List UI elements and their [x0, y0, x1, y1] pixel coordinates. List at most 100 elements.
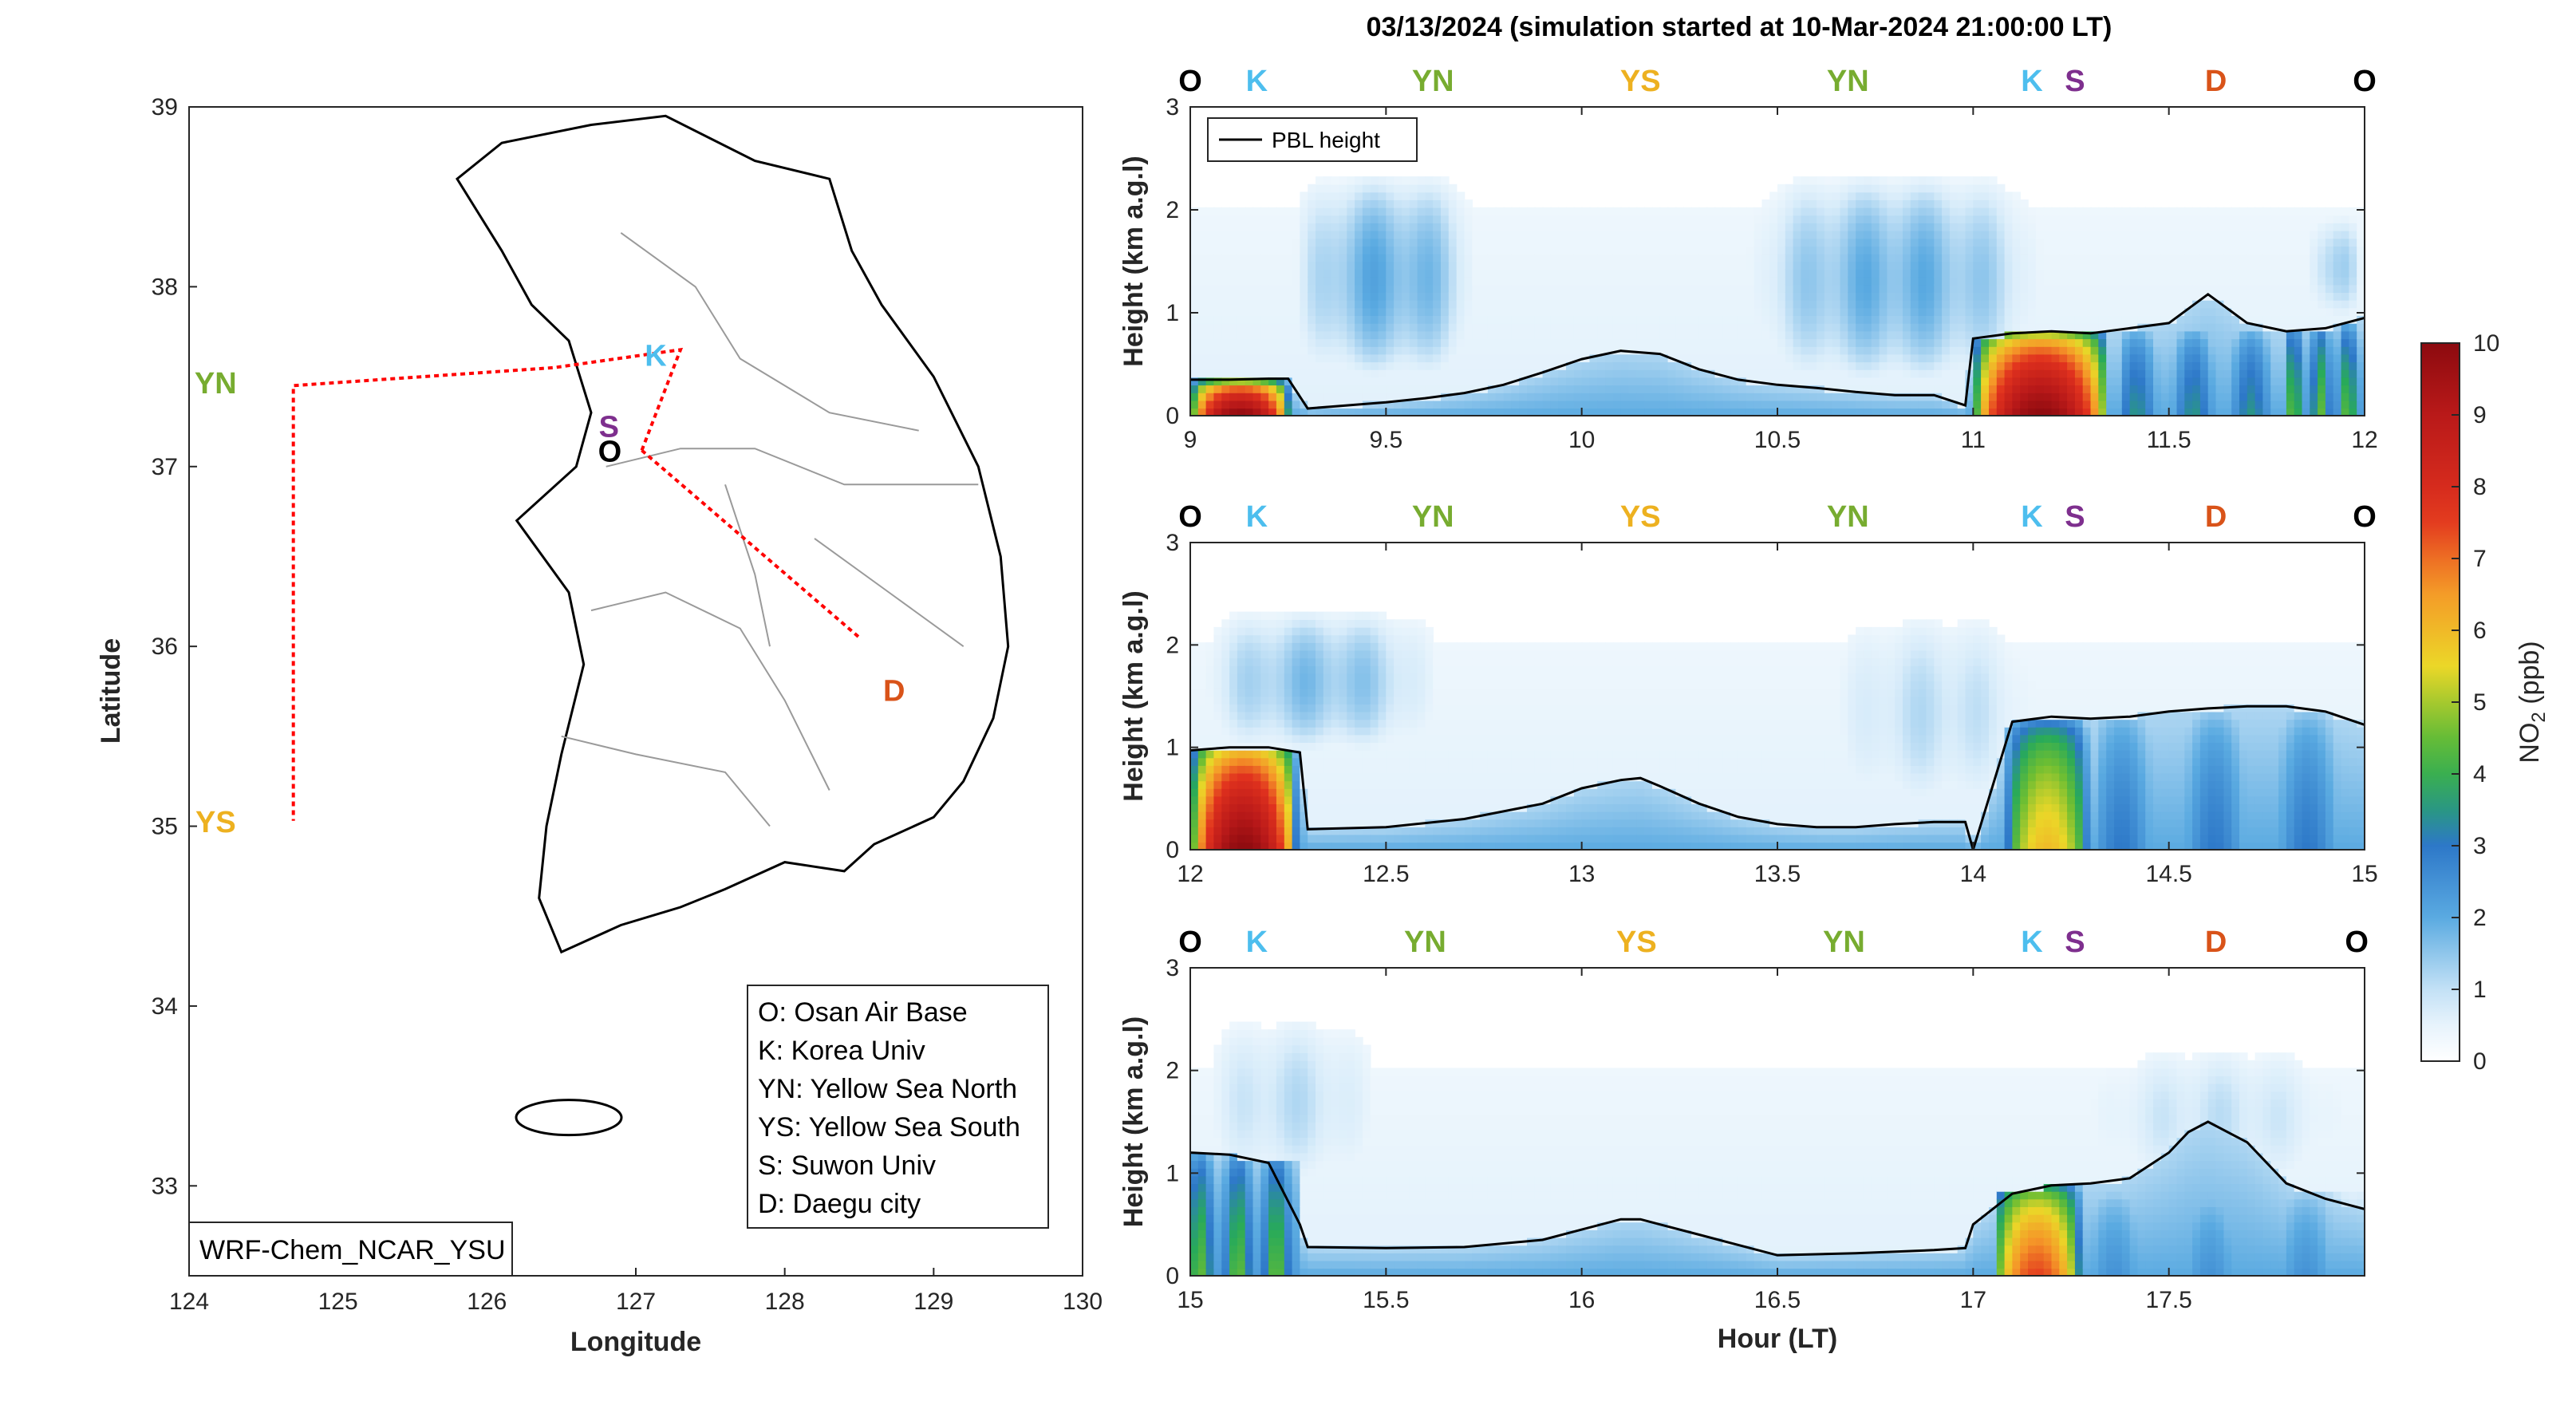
heatmap-cell	[1300, 742, 1308, 751]
heatmap-cell	[2121, 385, 2131, 393]
heatmap-cell	[1597, 322, 1606, 332]
heatmap-cell	[1746, 223, 1755, 231]
heatmap-cell	[1386, 176, 1395, 185]
heatmap-cell	[1879, 322, 1888, 332]
heatmap-cell	[1761, 299, 1770, 309]
heatmap-cell	[1863, 307, 1872, 316]
heatmap-cell	[1237, 284, 1246, 293]
heatmap-cell	[1698, 385, 1708, 393]
heatmap-cell	[2223, 299, 2232, 309]
heatmap-cell	[1675, 261, 1684, 270]
heatmap-cell	[1879, 199, 1888, 208]
heatmap-cell	[1542, 393, 1552, 401]
heatmap-cell	[1667, 230, 1677, 239]
heatmap-cell	[2207, 315, 2217, 324]
heatmap-cell	[1355, 184, 1363, 193]
heatmap-cell	[2004, 322, 2014, 332]
heatmap-cell	[1918, 284, 1927, 293]
heatmap-cell	[1331, 199, 1340, 208]
heatmap-cell	[1268, 269, 1277, 278]
heatmap-cell	[2012, 361, 2021, 370]
heatmap-cell	[1292, 780, 1301, 789]
heatmap-cell	[1542, 246, 1552, 255]
province-boundary	[561, 735, 771, 827]
heatmap-cell	[1417, 292, 1426, 301]
heatmap-cell	[1550, 253, 1559, 262]
heatmap-cell	[2012, 307, 2021, 316]
heatmap-cell	[1714, 215, 1724, 223]
heatmap-cell	[2137, 377, 2146, 386]
heatmap-cell	[1316, 819, 1324, 827]
heatmap-cell	[1581, 223, 1591, 231]
heatmap-cell	[1495, 322, 1505, 332]
heatmap-cell	[1895, 230, 1903, 239]
heatmap-cell	[1738, 361, 1747, 370]
heatmap-cell	[2051, 408, 2061, 416]
heatmap-cell	[2176, 385, 2186, 393]
heatmap-cell	[1840, 315, 1849, 324]
heatmap-cell	[2254, 400, 2264, 409]
heatmap-cell	[1425, 292, 1434, 301]
heatmap-cell	[1957, 345, 1967, 355]
heatmap-cell	[1229, 361, 1238, 370]
heatmap-cell	[1331, 765, 1340, 774]
heatmap-cell	[1628, 393, 1638, 401]
heatmap-cell	[1362, 315, 1371, 324]
heatmap-cell	[2059, 353, 2068, 363]
heatmap-cell	[1965, 215, 1974, 223]
heatmap-cell	[1197, 338, 1207, 347]
heatmap-cell	[2059, 400, 2068, 409]
heatmap-cell	[1871, 338, 1880, 347]
heatmap-cell	[2223, 207, 2232, 216]
heatmap-cell	[1652, 345, 1661, 355]
heatmap-cell	[2121, 292, 2131, 301]
heatmap-cell	[2051, 284, 2061, 293]
heatmap-cell	[2098, 385, 2107, 393]
heatmap-cell	[1229, 757, 1238, 766]
heatmap-cell	[1949, 253, 1959, 262]
heatmap-cell	[2294, 369, 2303, 378]
heatmap-cell	[2168, 408, 2178, 416]
heatmap-cell	[1769, 223, 1778, 231]
heatmap-cell	[1252, 834, 1262, 843]
heatmap-cell	[1973, 230, 1982, 239]
heatmap-cell	[1308, 338, 1316, 347]
heatmap-cell	[2121, 246, 2131, 255]
heatmap-cell	[1730, 377, 1739, 386]
heatmap-cell	[1519, 207, 1528, 216]
heatmap-cell	[1887, 338, 1896, 347]
heatmap-cell	[1300, 834, 1308, 843]
heatmap-cell	[1620, 315, 1630, 324]
heatmap-cell	[1542, 253, 1552, 262]
heatmap-cell	[1441, 223, 1450, 231]
heatmap-cell	[1245, 673, 1254, 681]
heatmap-cell	[1989, 246, 1998, 255]
heatmap-cell	[2349, 253, 2357, 262]
heatmap-cell	[1252, 322, 1262, 332]
heatmap-cell	[1942, 207, 1951, 216]
heatmap-cell	[2278, 315, 2287, 324]
heatmap-cell	[2176, 338, 2186, 347]
heatmap-cell	[1300, 230, 1308, 239]
heatmap-cell	[1871, 361, 1880, 370]
heatmap-cell	[1965, 261, 1974, 270]
heatmap-cell	[2302, 299, 2311, 309]
heatmap-cell	[1323, 292, 1332, 301]
heatmap-cell	[1300, 345, 1308, 355]
heatmap-cell	[1903, 408, 1911, 416]
heatmap-cell	[1300, 284, 1308, 293]
heatmap-cell	[1331, 307, 1340, 316]
heatmap-cell	[1300, 619, 1308, 628]
figure-title: 03/13/2024 (simulation started at 10-Mar…	[1367, 12, 2112, 42]
heatmap-cell	[2067, 269, 2076, 278]
heatmap-cell	[1347, 184, 1355, 193]
heatmap-cell	[1355, 322, 1363, 332]
heatmap-cell	[1887, 322, 1896, 332]
heatmap-cell	[1746, 269, 1755, 278]
heatmap-cell	[1542, 230, 1552, 239]
heatmap-cell	[1331, 215, 1340, 223]
heatmap-cell	[1801, 322, 1809, 332]
heatmap-cell	[1542, 223, 1552, 231]
heatmap-cell	[1981, 184, 1990, 193]
heatmap-cell	[1495, 246, 1505, 255]
